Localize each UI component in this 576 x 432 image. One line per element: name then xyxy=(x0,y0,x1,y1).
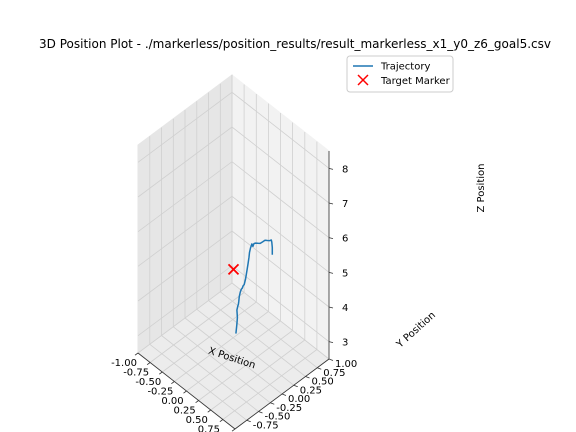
y-tick-label: -0.75 xyxy=(253,420,279,431)
target-marker-stroke xyxy=(227,263,240,275)
y-gridline xyxy=(196,101,295,386)
x-tick xyxy=(219,419,224,423)
y-tick-label: 0.25 xyxy=(300,385,322,396)
y-gridline xyxy=(208,92,306,377)
x-tick xyxy=(146,362,151,366)
x-tick xyxy=(231,428,236,432)
z-tick-label: 4 xyxy=(342,303,348,314)
legend-trajectory-label: Trajectory xyxy=(380,62,430,73)
z-gridline xyxy=(137,195,330,273)
y-gridline xyxy=(149,136,248,421)
z-tick xyxy=(328,167,334,170)
y-tick-label: -0.50 xyxy=(265,412,291,423)
z-gridline xyxy=(137,91,330,169)
grid-lines xyxy=(137,75,330,430)
z-gridline xyxy=(137,230,330,308)
z-tick xyxy=(328,237,334,240)
y-tick xyxy=(270,402,275,405)
chart-title: 3D Position Plot - ./markerless/position… xyxy=(39,37,551,51)
y-tick-label: 1.00 xyxy=(335,359,357,370)
y-tick-label: -0.25 xyxy=(276,403,302,414)
legend-target-label: Target Marker xyxy=(380,76,451,87)
y-tick xyxy=(246,419,251,423)
z-tick-label: 6 xyxy=(342,234,348,245)
x-tick xyxy=(183,390,187,394)
y-tick-label: 0.00 xyxy=(288,394,310,405)
x-tick-label: 0.50 xyxy=(186,415,208,426)
z-gridline xyxy=(137,265,330,343)
y-tick xyxy=(293,384,298,388)
x-tick xyxy=(207,409,211,413)
target-marker-point xyxy=(227,263,240,275)
x-tick-label: -0.50 xyxy=(135,377,161,388)
legend: Trajectory Target Marker xyxy=(346,55,454,93)
y-gridline xyxy=(219,83,318,369)
z-gridline xyxy=(137,161,330,239)
x-tick xyxy=(134,352,139,356)
z-tick-label: 3 xyxy=(342,338,348,349)
z-tick xyxy=(328,306,334,309)
data-series xyxy=(227,239,274,334)
tick-labels: -1.00-0.75-0.50-0.250.000.250.500.751.00… xyxy=(111,164,357,432)
x-tick xyxy=(159,371,163,375)
y-tick xyxy=(258,411,263,414)
y-tick-label: 0.75 xyxy=(323,368,345,379)
y-axis-label: Y Position xyxy=(394,310,438,351)
z-tick-label: 8 xyxy=(342,164,348,175)
y-gridline xyxy=(161,127,259,412)
legend-target-swatch xyxy=(357,74,369,86)
trajectory-line xyxy=(235,239,274,334)
z-gridline xyxy=(137,126,330,204)
x-tick-label: -0.25 xyxy=(147,387,173,398)
x-tick-label: 0.00 xyxy=(161,396,183,407)
y-tick xyxy=(317,367,322,370)
y-tick xyxy=(328,358,334,361)
x-tick-label: -0.75 xyxy=(123,368,149,379)
x-tick-label: 0.25 xyxy=(173,406,195,417)
x-tick xyxy=(195,400,199,404)
z-tick-label: 7 xyxy=(342,199,348,210)
y-tick xyxy=(281,393,287,396)
y-gridline xyxy=(231,75,330,360)
y-gridline xyxy=(184,110,283,395)
z-tick-label: 5 xyxy=(342,268,348,279)
z-tick xyxy=(328,341,334,344)
legend-frame xyxy=(346,55,454,93)
x-tick xyxy=(171,381,175,385)
y-tick-label: 0.50 xyxy=(312,377,334,388)
z-tick xyxy=(328,271,334,274)
y-gridline xyxy=(172,118,271,404)
z-axis-label: Z Position xyxy=(476,164,487,213)
tick-marks xyxy=(134,167,334,432)
x-tick-label: 0.75 xyxy=(198,425,220,432)
z-tick xyxy=(328,202,334,205)
x-tick-label: -1.00 xyxy=(111,358,137,369)
y-tick xyxy=(305,376,310,379)
